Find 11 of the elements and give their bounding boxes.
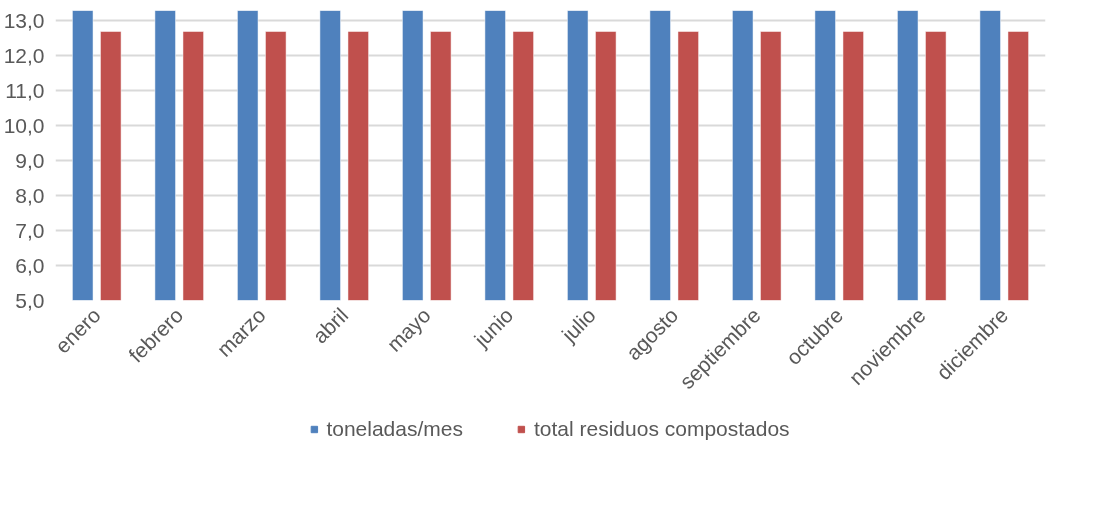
legend-label: toneladas/mes bbox=[326, 417, 463, 441]
y-tick-label: 6,0 bbox=[15, 253, 45, 277]
y-tick-label: 9,0 bbox=[15, 148, 45, 172]
y-tick-label: 13,0 bbox=[3, 8, 45, 32]
y-tick-label: 12,0 bbox=[3, 43, 45, 67]
y-tick-label: 7,0 bbox=[15, 218, 45, 242]
y-tick-label: 5,0 bbox=[15, 288, 45, 312]
y-tick-label: 11,0 bbox=[5, 78, 45, 102]
y-tick-label: 8,0 bbox=[15, 183, 45, 207]
y-tick-label: 10,0 bbox=[3, 113, 45, 137]
legend-label: total residuos compostados bbox=[533, 417, 790, 441]
